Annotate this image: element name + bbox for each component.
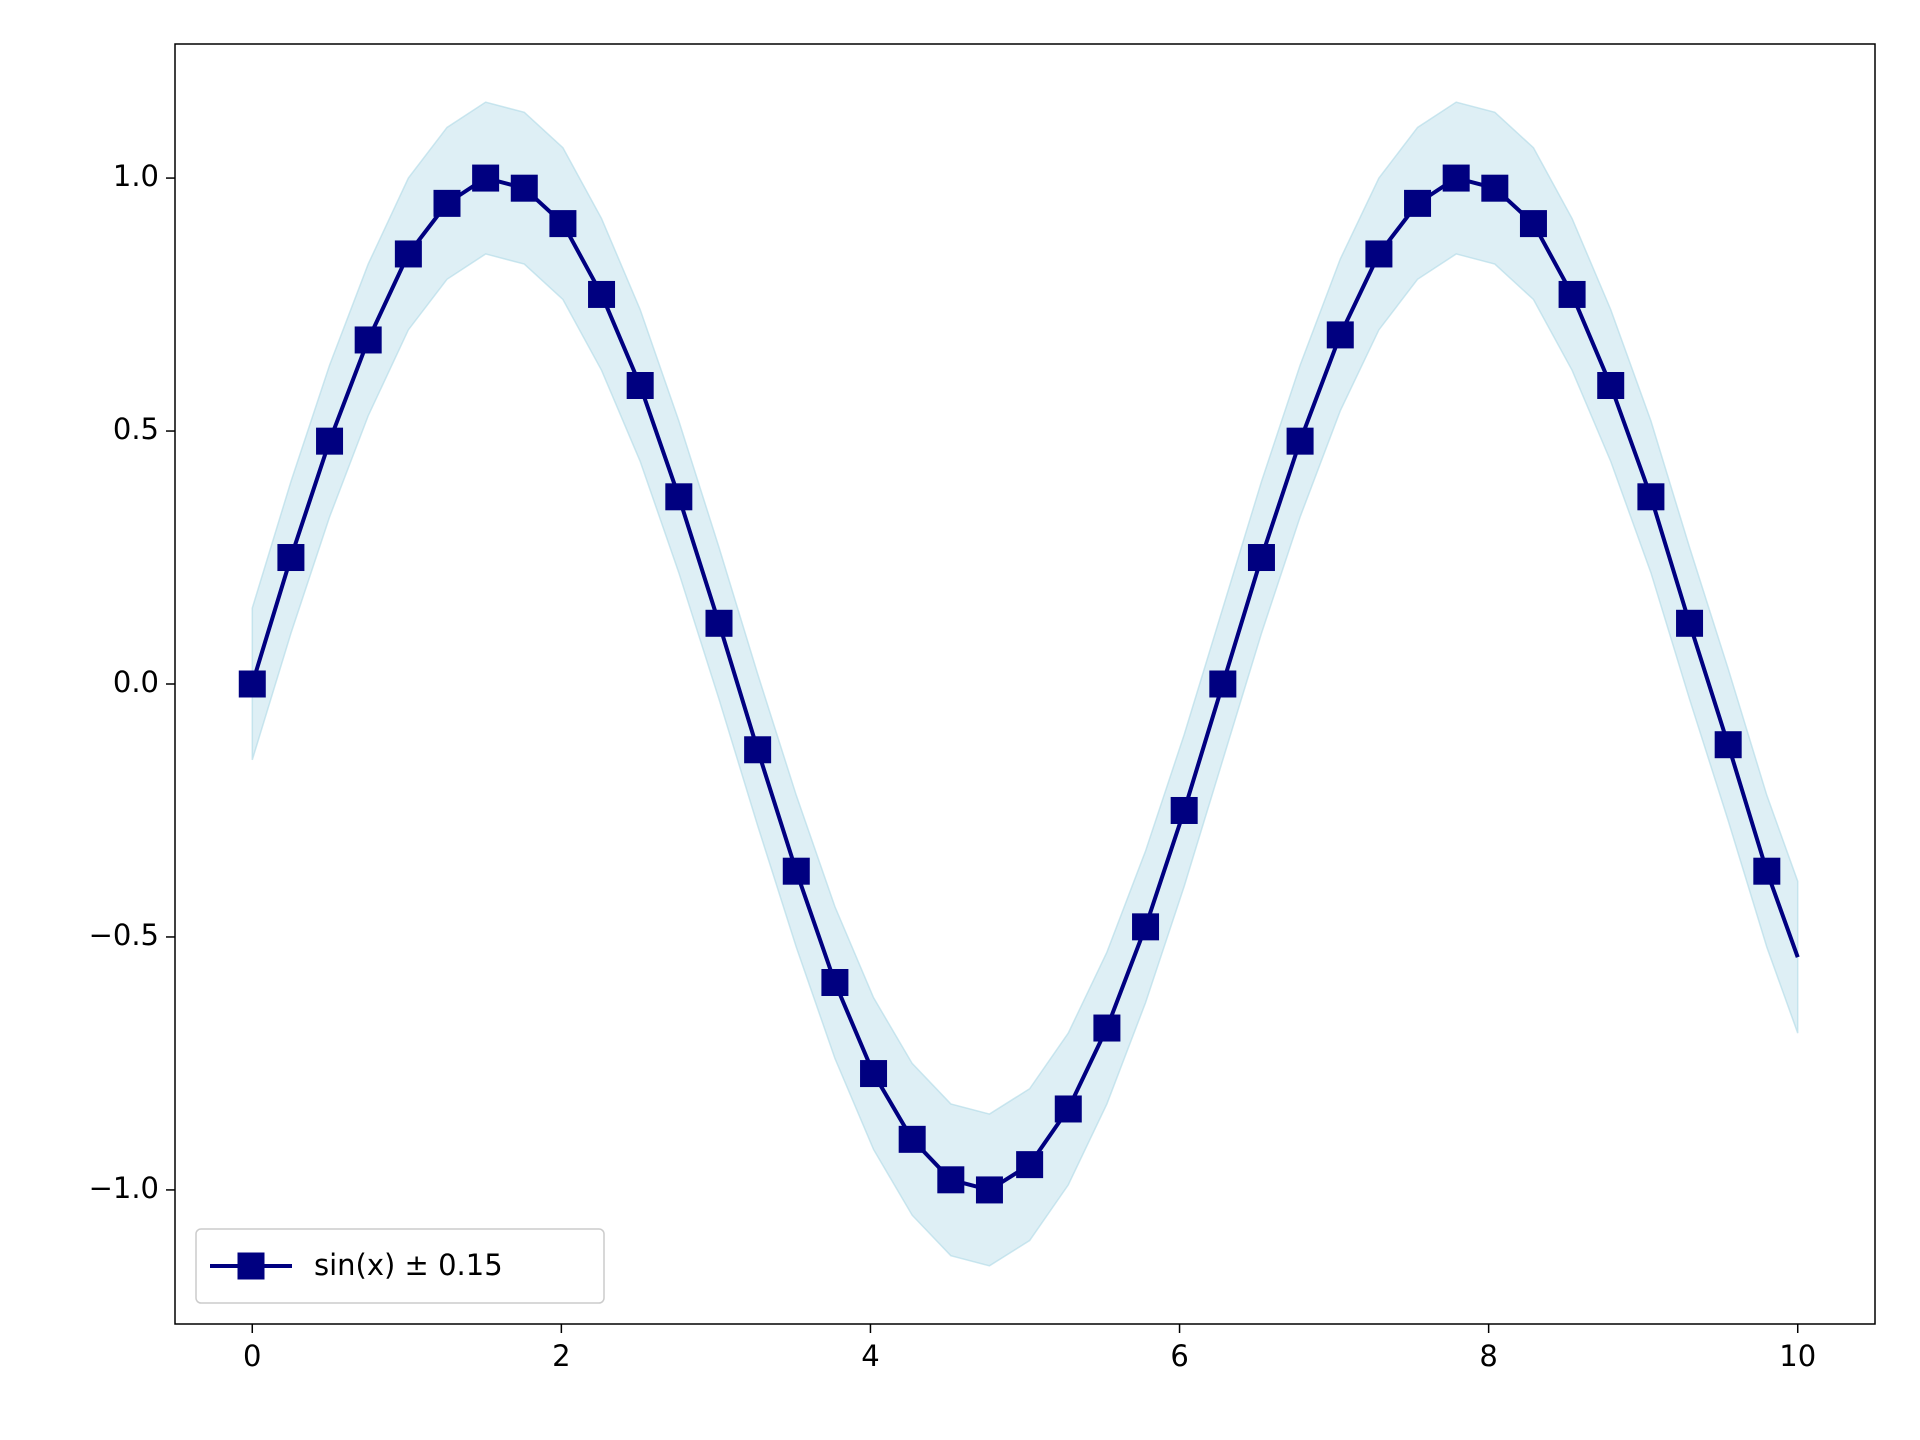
marker: [1286, 427, 1314, 455]
marker: [1404, 189, 1432, 217]
marker: [1637, 483, 1665, 511]
marker: [238, 670, 266, 698]
marker: [316, 427, 344, 455]
marker: [354, 326, 382, 354]
marker: [588, 280, 616, 308]
y-tick-label: −1.0: [89, 1171, 159, 1205]
marker: [744, 736, 772, 764]
marker: [433, 189, 461, 217]
marker: [821, 968, 849, 996]
marker: [1132, 913, 1160, 941]
marker: [472, 164, 500, 192]
marker: [782, 857, 810, 885]
x-tick-label: 6: [1170, 1339, 1188, 1373]
marker: [1753, 857, 1781, 885]
marker: [1442, 164, 1470, 192]
marker: [705, 609, 733, 637]
legend: sin(x) ± 0.15: [195, 1228, 605, 1304]
marker: [1714, 731, 1742, 759]
legend-label: sin(x) ± 0.15: [314, 1248, 503, 1282]
marker: [860, 1060, 888, 1088]
axes-frame: [174, 43, 1876, 1325]
marker: [1093, 1014, 1121, 1042]
y-tick-label: 1.0: [113, 159, 159, 193]
marker: [1558, 280, 1586, 308]
marker: [1326, 321, 1354, 349]
marker: [394, 240, 422, 268]
marker: [1247, 544, 1275, 572]
marker: [898, 1125, 926, 1153]
marker: [626, 372, 654, 400]
marker: [1519, 210, 1547, 238]
x-tick-label: 4: [861, 1339, 879, 1373]
marker: [549, 210, 577, 238]
x-tick-label: 8: [1479, 1339, 1497, 1373]
x-tick-label: 0: [243, 1339, 261, 1373]
y-tick-label: 0.0: [113, 665, 159, 699]
marker: [937, 1166, 965, 1194]
y-tick-label: 0.5: [113, 412, 159, 446]
error-band: [251, 101, 1799, 1267]
marker: [1597, 372, 1625, 400]
marker: [975, 1176, 1003, 1204]
marker: [1676, 609, 1704, 637]
legend-marker: [237, 1252, 265, 1280]
legend-box: [195, 1228, 605, 1304]
x-tick-label: 10: [1779, 1339, 1816, 1373]
marker: [1365, 240, 1393, 268]
y-tick-label: −0.5: [89, 918, 159, 952]
x-tick-label: 2: [552, 1339, 570, 1373]
marker: [510, 174, 538, 202]
marker: [1170, 796, 1198, 824]
marker: [1481, 174, 1509, 202]
marker: [665, 483, 693, 511]
marker: [1054, 1095, 1082, 1123]
marker: [1209, 670, 1237, 698]
marker: [1016, 1151, 1044, 1179]
marker: [277, 544, 305, 572]
